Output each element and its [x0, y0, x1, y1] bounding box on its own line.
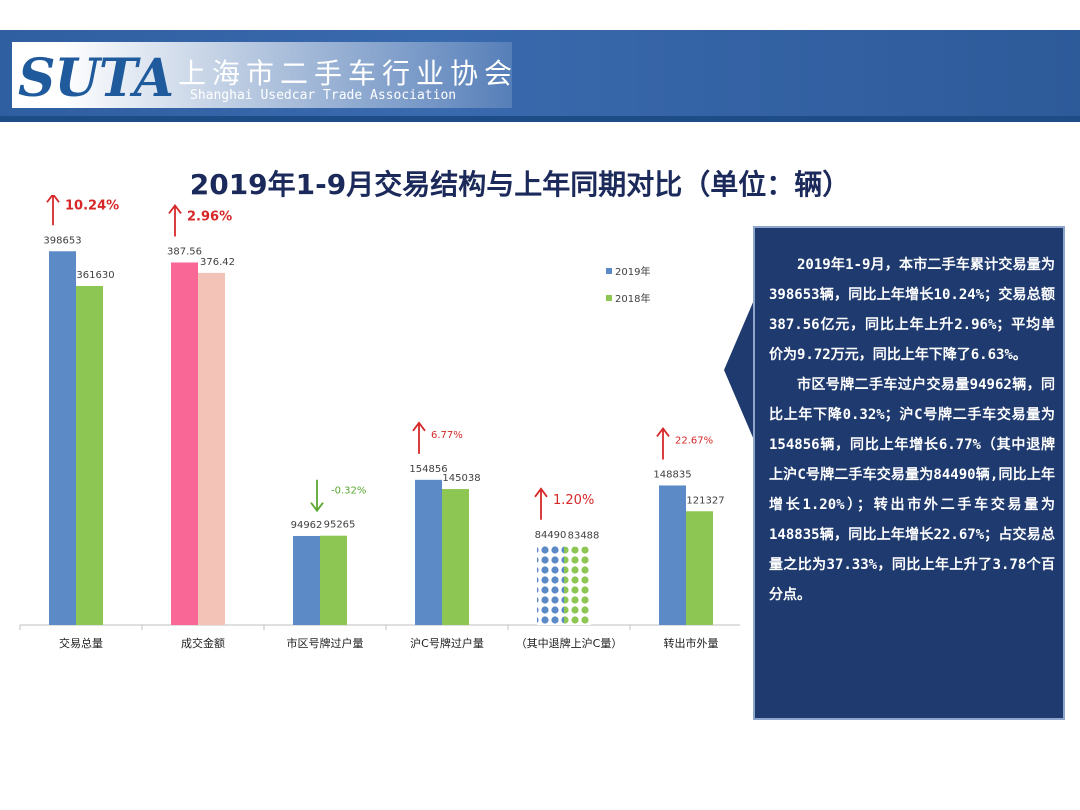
value-label-2019: 398653: [43, 235, 81, 246]
logo-area: [12, 42, 512, 108]
up-arrow: [46, 195, 60, 226]
category-label: 交易总量: [59, 636, 103, 650]
up-arrow: [534, 487, 548, 520]
chart-title: 2019年1-9月交易结构与上年同期对比（单位：辆）: [189, 168, 851, 201]
change-label: 6.77%: [431, 430, 463, 441]
value-label-2018: 95265: [324, 520, 356, 531]
change-label: -0.32%: [331, 486, 366, 497]
bar-2018-3: [442, 489, 469, 625]
org-name-en: Shanghai Usedcar Trade Association: [190, 88, 457, 103]
value-label-2018: 361630: [76, 270, 114, 281]
bar-2019-5: [659, 485, 686, 625]
org-name-cn: 上海市二手车行业协会: [178, 57, 519, 90]
legend-label-2019: 2019年: [615, 265, 650, 278]
category-label: （其中退牌上沪C量）: [516, 636, 623, 650]
change-label: 2.96%: [187, 209, 232, 224]
change-label: 10.24%: [65, 198, 119, 213]
value-label-2019: 94962: [291, 520, 323, 531]
down-arrow: [310, 479, 324, 513]
up-arrow: [656, 426, 670, 460]
bar-2018-2: [320, 535, 347, 625]
bar-2019-2: [293, 535, 320, 625]
value-label-2019: 148835: [653, 469, 691, 480]
up-arrow: [412, 421, 426, 454]
note-pointer: [724, 300, 754, 440]
category-label: 沪C号牌过户量: [410, 636, 484, 650]
header-divider: [0, 116, 1080, 122]
value-label-2019: 154856: [409, 464, 447, 475]
note-paragraph-1: 2019年1-9月，本市二手车累计交易量为398653辆，同比上年增长10.24…: [769, 257, 1055, 363]
bar-2019-1: [171, 262, 198, 625]
bar-2019-3: [415, 479, 442, 625]
legend-swatch-2018: [606, 295, 612, 301]
change-label: 1.20%: [553, 493, 594, 508]
legend-swatch-2019: [606, 268, 612, 274]
up-arrow: [168, 203, 182, 237]
category-label: 成交金额: [181, 636, 225, 650]
value-label-2019: 387.56: [167, 246, 202, 257]
header-banner: SUTA 上海市二手车行业协会 Shanghai Usedcar Trade A…: [0, 30, 1080, 122]
bar-2018-0: [76, 285, 103, 625]
bar-2019-0: [49, 251, 76, 625]
bar-2018-1: [198, 272, 225, 625]
value-label-2018: 83488: [568, 531, 600, 542]
category-label: 市区号牌过户量: [287, 636, 364, 650]
note-paragraph-2: 市区号牌二手车过户交易量94962辆，同比上年下降0.32%；沪C号牌二手车交易…: [769, 377, 1055, 603]
bar-2019-4: [537, 545, 564, 625]
category-label: 转出市外量: [664, 636, 719, 650]
value-label-2018: 376.42: [200, 257, 235, 268]
value-label-2019: 84490: [535, 530, 567, 541]
value-label-2018: 121327: [686, 495, 724, 506]
suta-logo: SUTA: [18, 48, 174, 109]
bar-2018-5: [686, 511, 713, 625]
bar-2018-4: [564, 546, 591, 625]
summary-note: 2019年1-9月，本市二手车累计交易量为398653辆，同比上年增长10.24…: [753, 226, 1065, 720]
change-label: 22.67%: [675, 435, 713, 446]
value-label-2018: 145038: [442, 473, 480, 484]
legend-label-2018: 2018年: [615, 292, 650, 305]
